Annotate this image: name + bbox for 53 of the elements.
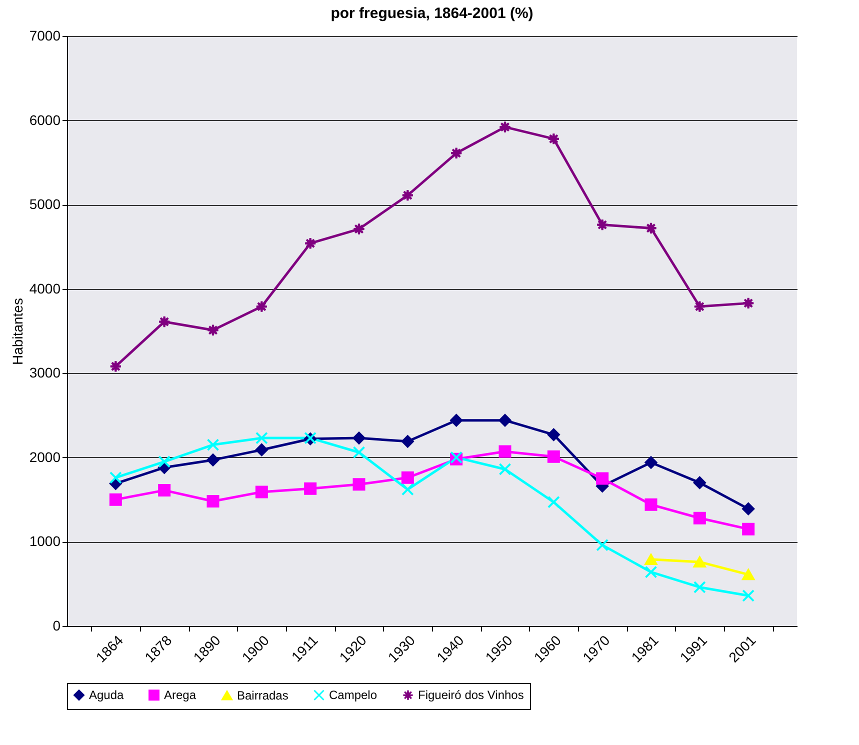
y-tick-label: 6000: [29, 112, 61, 128]
point: [742, 522, 755, 536]
point: [401, 471, 414, 484]
y-axis-title: Habitantes: [9, 298, 26, 365]
point: [109, 493, 122, 506]
point: [255, 486, 268, 498]
point: [255, 444, 268, 456]
y-tick-label: 1000: [29, 533, 61, 550]
point: [742, 589, 755, 602]
point: [644, 498, 658, 511]
y-tick-label: 4000: [29, 280, 61, 296]
point: [352, 478, 366, 491]
chart-title: por freguesia, 1864-2001 (%): [330, 5, 534, 22]
point: [742, 569, 755, 580]
point: [498, 414, 512, 427]
point: [304, 482, 317, 495]
point: [109, 471, 122, 484]
point: [206, 454, 220, 466]
point: [644, 456, 658, 469]
point: [158, 455, 171, 468]
legend-label: Bairradas: [237, 688, 288, 702]
point: [401, 435, 414, 448]
point: [450, 414, 463, 427]
legend-label: Aguda: [89, 688, 124, 702]
point: [693, 512, 706, 524]
point: [401, 483, 414, 496]
point: [547, 450, 560, 463]
point: [498, 462, 512, 476]
legend-label: Figueiró dos Vinhos: [418, 688, 524, 702]
y-tick-label: 2000: [29, 448, 61, 465]
point: [693, 476, 706, 489]
y-tick-label: 0: [52, 618, 61, 634]
y-tick-label: 5000: [29, 196, 61, 212]
point: [693, 580, 706, 594]
point: [596, 472, 609, 485]
point: [206, 495, 220, 508]
point: [547, 428, 560, 441]
point: [547, 496, 560, 508]
legend-label: Campelo: [329, 688, 378, 702]
y-tick-label: 7000: [29, 28, 61, 44]
point: [352, 432, 366, 444]
point: [158, 484, 171, 497]
y-tick-label: 3000: [29, 364, 61, 381]
point: [644, 554, 658, 565]
point: [352, 446, 366, 459]
legend-label: Arega: [164, 688, 196, 702]
point: [498, 445, 512, 458]
point: [255, 432, 268, 444]
point: [742, 502, 755, 516]
point: [206, 438, 220, 452]
point: [596, 538, 609, 552]
point: [693, 556, 706, 568]
point: [644, 566, 658, 578]
